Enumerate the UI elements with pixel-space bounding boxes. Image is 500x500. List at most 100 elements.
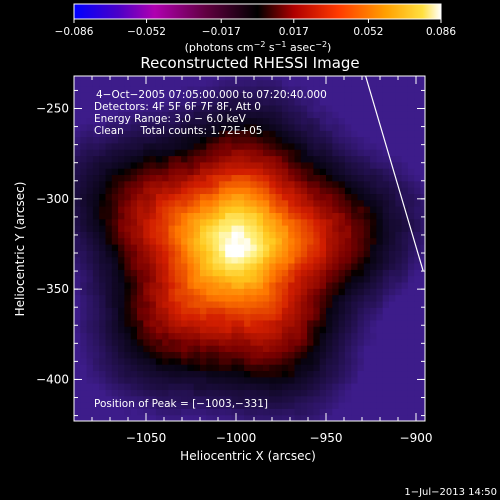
heatmap-cell [237, 98, 245, 106]
heatmap-cell [124, 319, 132, 327]
heatmap-cell [420, 364, 425, 372]
heatmap-cell [313, 256, 321, 264]
heatmap-cell [130, 104, 138, 112]
heatmap-cell [326, 408, 333, 416]
heatmap-cell [395, 174, 403, 182]
heatmap-cell [225, 244, 233, 251]
heatmap-cell [105, 263, 113, 270]
heatmap-cell [313, 326, 321, 334]
heatmap-cell [137, 351, 144, 359]
heatmap-cell [326, 294, 333, 302]
heatmap-cell [237, 111, 245, 119]
heatmap-cell [86, 414, 94, 421]
heatmap-cell [332, 345, 340, 353]
heatmap-cell [363, 275, 371, 283]
heatmap-cell [269, 402, 277, 409]
heatmap-cell [288, 76, 296, 81]
heatmap-cell [338, 155, 346, 163]
heatmap-cell [370, 307, 377, 315]
heatmap-cell [130, 357, 138, 365]
heatmap-cell [212, 281, 220, 289]
heatmap-cell [174, 351, 182, 359]
heatmap-cell [319, 111, 327, 119]
heatmap-cell [269, 414, 277, 421]
heatmap-cell [92, 180, 100, 188]
heatmap-cell [376, 300, 384, 308]
heatmap-cell [269, 85, 277, 93]
heatmap-cell [370, 357, 377, 365]
heatmap-cell [326, 269, 333, 277]
heatmap-cell [181, 332, 188, 340]
heatmap-cell [111, 180, 119, 188]
heatmap-cell [401, 376, 409, 384]
heatmap-cell [344, 161, 352, 169]
heatmap-cell [130, 300, 138, 308]
heatmap-cell [231, 136, 239, 144]
heatmap-cell [332, 326, 340, 334]
heatmap-cell [338, 263, 346, 270]
heatmap-cell [351, 180, 359, 188]
heatmap-cell [332, 206, 340, 214]
heatmap-cell [162, 180, 170, 188]
heatmap-cell [281, 212, 289, 220]
heatmap-cell [99, 389, 107, 397]
heatmap-cell [344, 414, 352, 421]
heatmap-cell [187, 408, 195, 416]
heatmap-cell [231, 161, 239, 169]
heatmap-cell [244, 199, 251, 207]
heatmap-cell [294, 300, 302, 308]
heatmap-cell [363, 326, 371, 334]
heatmap-cell [357, 104, 365, 112]
heatmap-cell [168, 155, 176, 163]
heatmap-cell [200, 142, 207, 150]
heatmap-cell [174, 395, 182, 403]
heatmap-cell [313, 174, 321, 182]
heatmap-cell [181, 395, 188, 403]
heatmap-cell [338, 288, 346, 296]
heatmap-cell [307, 263, 314, 270]
heatmap-cell [401, 402, 409, 409]
heatmap-cell [332, 250, 340, 258]
heatmap-cell [231, 395, 239, 403]
heatmap-cell [307, 212, 314, 220]
heatmap-cell [149, 383, 157, 391]
heatmap-cell [250, 123, 258, 131]
heatmap-cell [212, 155, 220, 163]
heatmap-cell [256, 345, 264, 353]
heatmap-cell [118, 180, 125, 188]
heatmap-cell [300, 351, 308, 359]
heatmap-cell [370, 376, 377, 384]
heatmap-cell [130, 275, 138, 283]
heatmap-cell [319, 313, 327, 321]
heatmap-cell [263, 218, 270, 226]
heatmap-cell [118, 76, 125, 81]
heatmap-cell [389, 212, 396, 220]
heatmap-cell [263, 256, 270, 264]
heatmap-cell [111, 98, 119, 106]
heatmap-cell [307, 168, 314, 176]
heatmap-cell [212, 370, 220, 378]
heatmap-cell [326, 130, 333, 138]
heatmap-cell [275, 85, 283, 93]
heatmap-cell [275, 187, 283, 195]
heatmap-cell [200, 250, 207, 258]
heatmap-cell [212, 117, 220, 125]
heatmap-cell [382, 136, 390, 144]
heatmap-cell [92, 212, 100, 220]
heatmap-cell [231, 123, 239, 131]
heatmap-cell [376, 199, 384, 207]
heatmap-cell [218, 168, 226, 176]
heatmap-cell [92, 338, 100, 346]
heatmap-cell [414, 402, 422, 409]
heatmap-cell [162, 319, 170, 327]
heatmap-cell [382, 332, 390, 340]
heatmap-cell [351, 117, 359, 125]
colorbar-tick-label: 0.017 [279, 26, 309, 38]
heatmap-cell [401, 199, 409, 207]
heatmap-cell [351, 319, 359, 327]
heatmap-cell [256, 326, 264, 334]
heatmap-cell [225, 142, 233, 150]
heatmap-cell [351, 288, 359, 296]
heatmap-cell [181, 326, 188, 334]
heatmap-cell [149, 123, 157, 131]
